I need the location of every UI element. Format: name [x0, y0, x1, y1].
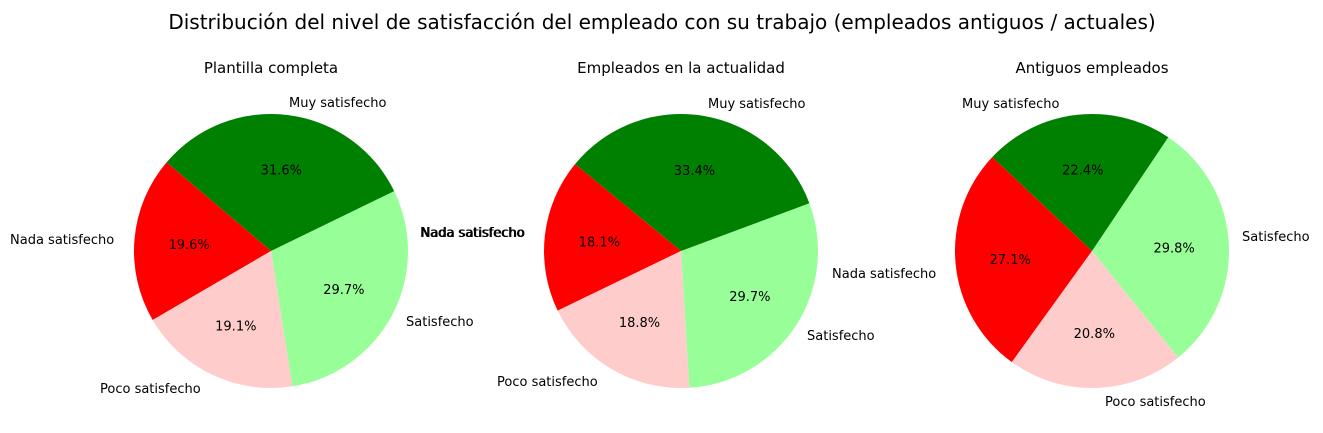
pie-slice — [681, 203, 818, 388]
percent-label: 31.6% — [261, 163, 302, 178]
pie-title: Antiguos empleados — [1015, 59, 1168, 77]
pie-slice — [166, 114, 395, 251]
percent-label: 27.1% — [990, 253, 1031, 268]
pie-slice — [1092, 137, 1230, 358]
pie-slice — [1011, 251, 1179, 389]
outer-label: Satisfecho — [406, 315, 474, 330]
pie-slice — [152, 251, 293, 388]
percent-label: 22.4% — [1062, 163, 1103, 178]
outer-label: Nada satisfecho — [421, 226, 525, 241]
percent-label: 33.4% — [674, 164, 715, 179]
pie-slice — [543, 164, 681, 311]
pie-chart-antiguos: Antiguos empleados 29.8%22.4%27.1%20.8% … — [954, 59, 1310, 410]
pie-title: Empleados en la actualidad — [577, 59, 785, 77]
percent-label: 29.7% — [323, 283, 364, 298]
outer-label: Muy satisfecho — [962, 97, 1059, 112]
pie-chart-actuales: Empleados en la actualidad 29.7% 33.4% 18.… — [420, 59, 875, 390]
percent-label: 18.8% — [619, 316, 660, 331]
percent-label: 20.8% — [1074, 327, 1115, 342]
percent-label: 19.1% — [215, 319, 256, 334]
pie-slice — [954, 157, 1092, 363]
percent-label: 18.1% — [579, 235, 620, 250]
outer-label: Nada satisfecho — [420, 226, 524, 241]
pie-title: Plantilla completa — [204, 59, 338, 77]
outer-label: Nada satisfecho — [10, 233, 114, 248]
outer-label: Satisfecho — [807, 329, 875, 344]
pie-slice — [992, 113, 1169, 252]
outer-label: Nada satisfecho — [832, 267, 936, 282]
outer-label: Muy satisfecho — [708, 97, 805, 112]
pie-slice — [557, 251, 690, 388]
pie-slice — [575, 113, 810, 252]
outer-label: Muy satisfecho — [289, 96, 386, 111]
outer-label: Poco satisfecho — [100, 382, 201, 397]
outer-label: Satisfecho — [1242, 230, 1310, 245]
outer-label: Poco satisfecho — [497, 375, 598, 390]
percent-label: 29.8% — [1153, 241, 1194, 256]
figure-title: Distribución del nivel de satisfacción d… — [168, 10, 1155, 34]
percent-label: 29.7% — [729, 290, 770, 305]
pie-slice — [271, 191, 408, 387]
percent-label: 19.6% — [168, 238, 209, 253]
pie-slice — [133, 162, 271, 320]
pie-chart-plantilla: Plantilla completa 29.7%31.6%19.6%19.1% … — [10, 59, 525, 397]
outer-label: Poco satisfecho — [1105, 395, 1206, 410]
